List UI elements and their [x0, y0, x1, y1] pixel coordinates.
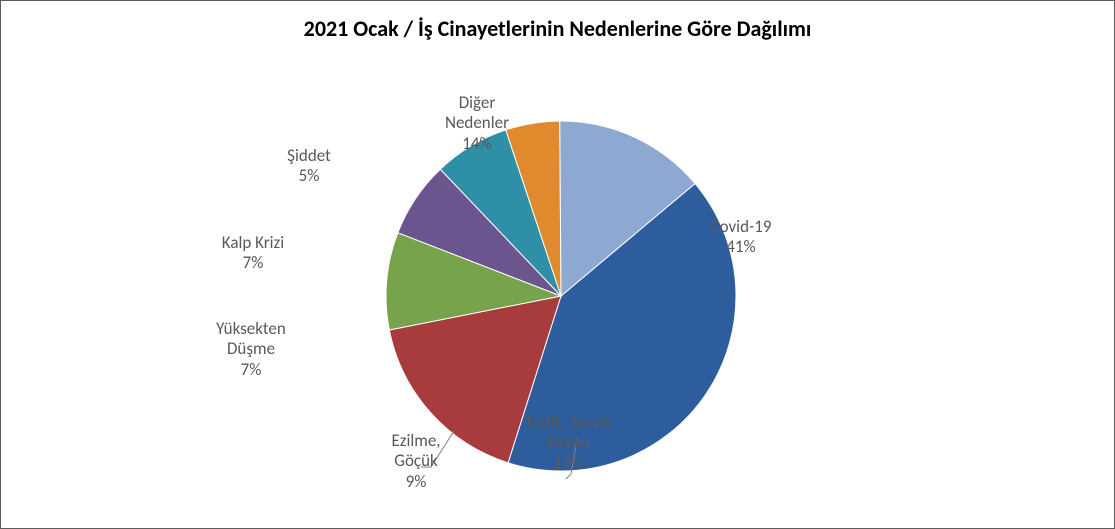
slice-label: Kalp Krizi 7% [173, 233, 333, 274]
slice-label: Trafik, Servis Kazası 17% [488, 413, 648, 474]
slice-label: Covid-19 41% [661, 217, 821, 258]
pie-chart-area: Covid-19 41% Trafik, Servis Kazası 17%Ezi… [1, 61, 1114, 528]
chart-frame: 2021 Ocak / İş Cinayetlerinin Nedenlerin… [0, 0, 1115, 529]
slice-label: Yüksekten Düşme 7% [171, 319, 331, 380]
slice-label: Şiddet 5% [229, 146, 389, 187]
slice-label: Ezilme, Göçük 9% [336, 431, 496, 492]
slice-label: Diğer Nedenler 14% [397, 93, 557, 154]
